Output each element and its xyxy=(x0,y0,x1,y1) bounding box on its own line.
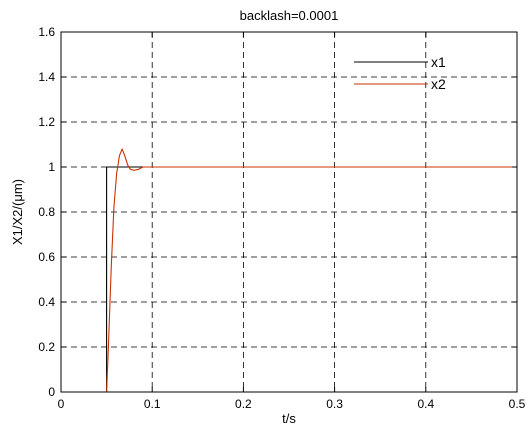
y-axis-label: X1/X2/(μm) xyxy=(10,179,25,245)
series-line-x1 xyxy=(61,166,517,393)
y-tick-label: 1 xyxy=(48,160,55,174)
x-tick-label: 0.4 xyxy=(417,397,434,411)
grid-layer xyxy=(61,32,517,392)
plot-frame xyxy=(60,31,518,393)
x-tick-label: 0 xyxy=(58,397,65,411)
x-tick-label: 0.1 xyxy=(144,397,161,411)
y-tick-label: 1.6 xyxy=(38,25,55,39)
y-tick-label: 0.6 xyxy=(38,250,55,264)
y-tick-label: 0 xyxy=(48,385,55,399)
legend-label-x2: x2 xyxy=(431,76,446,92)
y-tick-label: 0.8 xyxy=(38,205,55,219)
chart-title: backlash=0.0001 xyxy=(240,8,339,23)
x-tick-label: 0.2 xyxy=(235,397,252,411)
x-tick-label: 0.5 xyxy=(509,397,526,411)
y-tick-label: 0.4 xyxy=(38,295,55,309)
y-tick-label: 0.2 xyxy=(38,340,55,354)
x-axis-label: t/s xyxy=(282,411,296,426)
series-layer xyxy=(61,148,517,393)
y-tick-label: 1.4 xyxy=(38,70,55,84)
series-line-x2 xyxy=(61,148,517,393)
tick-layer: 0 0.2 0.4 0.6 0.8 1 1.2 1.4 1.6 0 0.1 0.2 0.3 0.4 0.5 xyxy=(38,25,525,411)
legend-label-x1: x1 xyxy=(431,54,446,70)
y-tick-label: 1.2 xyxy=(38,115,55,129)
x-tick-label: 0.3 xyxy=(326,397,343,411)
